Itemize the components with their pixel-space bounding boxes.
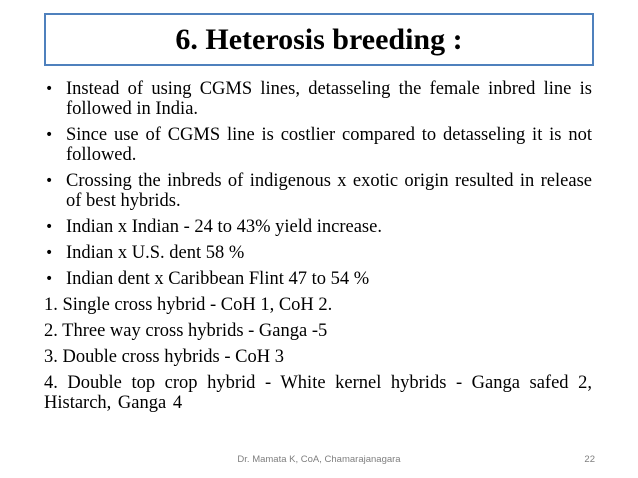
bullet-item: • Indian dent x Caribbean Flint 47 to 54… <box>44 269 592 289</box>
title-box: 6. Heterosis breeding : <box>44 13 594 66</box>
numbered-item: 3. Double cross hybrids - CoH 3 <box>44 347 284 367</box>
bullet-icon: • <box>45 81 54 97</box>
bullet-text: Indian x Indian - 24 to 43% yield increa… <box>66 217 382 237</box>
bullet-text: Indian x U.S. dent 58 % <box>66 243 245 263</box>
numbered-item: 1. Single cross hybrid - CoH 1, CoH 2. <box>44 295 333 315</box>
bullet-icon: • <box>45 245 54 261</box>
bullet-item: • Indian x U.S. dent 58 % <box>44 243 592 263</box>
bullet-text: Instead of using CGMS lines, detasseling… <box>66 79 592 119</box>
bullet-icon: • <box>45 271 54 287</box>
bullet-text: Indian dent x Caribbean Flint 47 to 54 % <box>66 269 370 289</box>
numbered-item: 4. Double top crop hybrid - White kernel… <box>44 373 592 413</box>
bullet-item: • Since use of CGMS line is costlier com… <box>44 125 592 165</box>
bullet-item: • Crossing the inbreds of indigenous x e… <box>44 171 592 211</box>
page-number: 22 <box>584 454 595 465</box>
bullet-text: Crossing the inbreds of indigenous x exo… <box>66 171 592 211</box>
bullet-icon: • <box>45 173 54 189</box>
bullet-item: • Instead of using CGMS lines, detasseli… <box>44 79 592 119</box>
bullet-item: • Indian x Indian - 24 to 43% yield incr… <box>44 217 592 237</box>
slide-body: • Instead of using CGMS lines, detasseli… <box>44 79 592 419</box>
numbered-item: 2. Three way cross hybrids - Ganga -5 <box>44 321 328 341</box>
slide-title: 6. Heterosis breeding : <box>175 22 463 56</box>
bullet-icon: • <box>45 219 54 235</box>
footer-text: Dr. Mamata K, CoA, Chamarajanagara <box>237 454 401 465</box>
bullet-text: Since use of CGMS line is costlier compa… <box>66 125 592 165</box>
bullet-icon: • <box>45 127 54 143</box>
